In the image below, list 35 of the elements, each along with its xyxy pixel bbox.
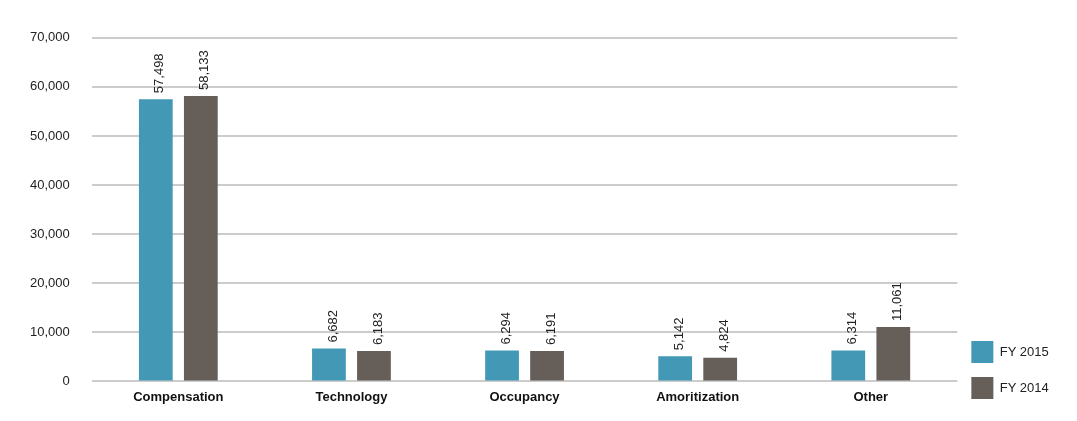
x-tick-label: Technology: [315, 388, 389, 404]
y-tick-label: 0: [62, 372, 70, 388]
data-label: 6,314: [843, 311, 859, 345]
bar: [703, 357, 738, 381]
legend-label: FY 2014: [999, 379, 1049, 395]
bar: [658, 356, 693, 381]
data-label: 6,183: [369, 312, 385, 346]
y-tick-label: 50,000: [30, 127, 70, 143]
y-tick-label: 20,000: [30, 274, 70, 290]
data-label: 6,682: [324, 310, 340, 343]
bar: [183, 96, 218, 381]
data-label: 6,191: [542, 312, 558, 346]
data-label: 5,142: [670, 317, 686, 351]
x-tick-label: Compensation: [133, 388, 224, 404]
y-tick-label: 30,000: [30, 225, 70, 241]
data-label: 4,824: [715, 319, 731, 352]
bar: [138, 99, 173, 381]
y-tick-label: 40,000: [30, 176, 70, 192]
data-label: 11,061: [888, 282, 904, 322]
data-label: 58,133: [196, 50, 212, 91]
bar: [312, 348, 346, 381]
bar: [357, 351, 391, 381]
y-tick-label: 10,000: [30, 323, 70, 339]
bar: [876, 327, 911, 381]
legend-label: FY 2015: [999, 343, 1049, 359]
x-tick-label: Other: [853, 388, 889, 404]
y-tick-label: 70,000: [30, 29, 70, 45]
data-label: 6,294: [497, 311, 513, 345]
bar: [530, 351, 564, 381]
bar: [485, 350, 519, 381]
y-tick-label: 60,000: [30, 78, 70, 94]
bar: [831, 350, 866, 381]
x-tick-label: Amoritization: [656, 388, 740, 404]
data-label: 57,498: [151, 53, 167, 94]
x-tick-label: Occupancy: [489, 388, 561, 404]
